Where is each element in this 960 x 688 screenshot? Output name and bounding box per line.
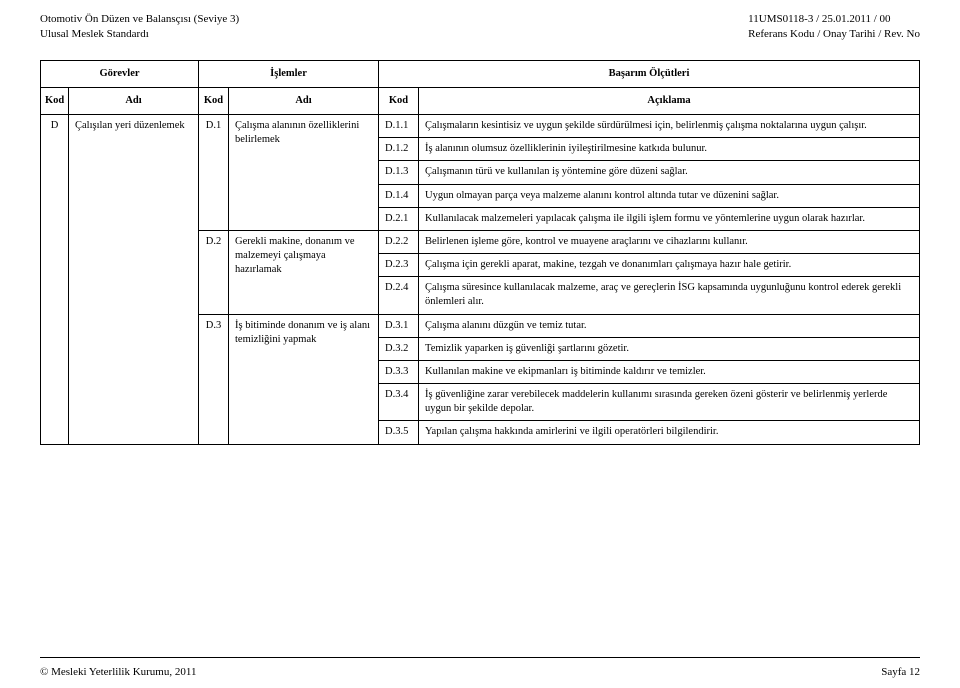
table-row: Kod Adı Kod Adı Kod Açıklama xyxy=(41,87,920,114)
op-code: D.1 xyxy=(199,115,229,231)
op-name: İş bitiminde donanım ve iş alanı temizli… xyxy=(229,314,379,444)
page-footer: © Mesleki Yeterlilik Kurumu, 2011 Sayfa … xyxy=(40,666,920,678)
crit-text: Uygun olmayan parça veya malzeme alanını… xyxy=(419,184,920,207)
header-aciklama: Açıklama xyxy=(419,87,920,114)
crit-text: Çalışmaların kesintisiz ve uygun şekilde… xyxy=(419,115,920,138)
header-left-line1: Otomotiv Ön Düzen ve Balansçısı (Seviye … xyxy=(40,12,239,27)
crit-text: Çalışma için gerekli aparat, makine, tez… xyxy=(419,254,920,277)
crit-text: İş güvenliğine zarar verebilecek maddele… xyxy=(419,384,920,421)
crit-text: İş alanının olumsuz özelliklerinin iyile… xyxy=(419,138,920,161)
footer-left: © Mesleki Yeterlilik Kurumu, 2011 xyxy=(40,666,196,678)
header-left-line2: Ulusal Meslek Standardı xyxy=(40,27,239,42)
header-kod: Kod xyxy=(41,87,69,114)
crit-code: D.1.4 xyxy=(379,184,419,207)
crit-text: Temizlik yaparken iş güvenliği şartların… xyxy=(419,337,920,360)
crit-text: Kullanılacak malzemeleri yapılacak çalış… xyxy=(419,207,920,230)
footer-divider xyxy=(40,657,920,658)
op-name: Çalışma alanının özelliklerini belirleme… xyxy=(229,115,379,231)
crit-text: Kullanılan makine ve ekipmanları iş biti… xyxy=(419,360,920,383)
crit-code: D.1.1 xyxy=(379,115,419,138)
crit-code: D.2.1 xyxy=(379,207,419,230)
header-islemler: İşlemler xyxy=(199,60,379,87)
table-wrap: Görevler İşlemler Başarım Ölçütleri Kod … xyxy=(40,60,920,445)
header-right-line1: 11UMS0118-3 / 25.01.2011 / 00 xyxy=(748,12,920,27)
table-row: Görevler İşlemler Başarım Ölçütleri xyxy=(41,60,920,87)
crit-code: D.3.1 xyxy=(379,314,419,337)
header-basarim: Başarım Ölçütleri xyxy=(379,60,920,87)
crit-text: Çalışmanın türü ve kullanılan iş yöntemi… xyxy=(419,161,920,184)
gorev-name: Çalışılan yeri düzenlemek xyxy=(69,115,199,445)
crit-code: D.3.2 xyxy=(379,337,419,360)
header-adi: Adı xyxy=(69,87,199,114)
op-code: D.2 xyxy=(199,230,229,314)
page: Otomotiv Ön Düzen ve Balansçısı (Seviye … xyxy=(0,0,960,455)
page-header: Otomotiv Ön Düzen ve Balansçısı (Seviye … xyxy=(40,12,920,42)
crit-text: Çalışma süresince kullanılacak malzeme, … xyxy=(419,277,920,314)
crit-code: D.2.4 xyxy=(379,277,419,314)
standards-table: Görevler İşlemler Başarım Ölçütleri Kod … xyxy=(40,60,920,445)
crit-text: Çalışma alanını düzgün ve temiz tutar. xyxy=(419,314,920,337)
op-name: Gerekli makine, donanım ve malzemeyi çal… xyxy=(229,230,379,314)
crit-code: D.2.2 xyxy=(379,230,419,253)
footer-right: Sayfa 12 xyxy=(881,666,920,678)
crit-text: Yapılan çalışma hakkında amirlerini ve i… xyxy=(419,421,920,444)
header-right: 11UMS0118-3 / 25.01.2011 / 00 Referans K… xyxy=(748,12,920,42)
gorev-code: D xyxy=(41,115,69,445)
crit-code: D.2.3 xyxy=(379,254,419,277)
header-adi: Adı xyxy=(229,87,379,114)
crit-code: D.3.5 xyxy=(379,421,419,444)
crit-code: D.3.4 xyxy=(379,384,419,421)
header-kod: Kod xyxy=(379,87,419,114)
op-code: D.3 xyxy=(199,314,229,444)
crit-code: D.3.3 xyxy=(379,360,419,383)
header-gorevler: Görevler xyxy=(41,60,199,87)
header-left: Otomotiv Ön Düzen ve Balansçısı (Seviye … xyxy=(40,12,239,42)
table-row: D Çalışılan yeri düzenlemek D.1 Çalışma … xyxy=(41,115,920,138)
crit-text: Belirlenen işleme göre, kontrol ve muaye… xyxy=(419,230,920,253)
header-kod: Kod xyxy=(199,87,229,114)
crit-code: D.1.2 xyxy=(379,138,419,161)
header-right-line2: Referans Kodu / Onay Tarihi / Rev. No xyxy=(748,27,920,42)
crit-code: D.1.3 xyxy=(379,161,419,184)
